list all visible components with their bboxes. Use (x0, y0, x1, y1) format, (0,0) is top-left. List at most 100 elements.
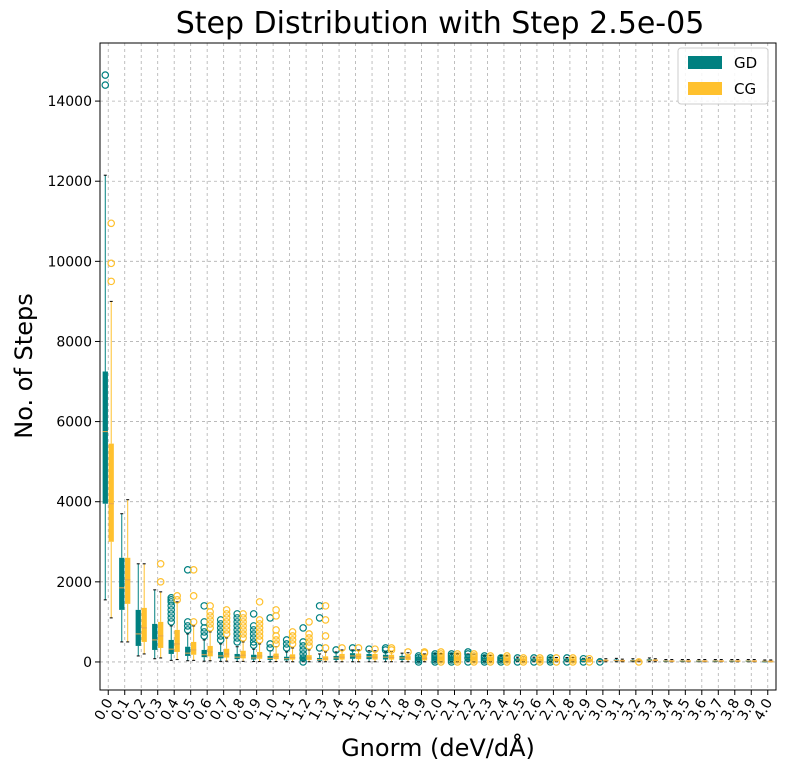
box-cg-1.4 (338, 644, 346, 663)
box-cg-1.6 (371, 645, 379, 663)
outlier-point (255, 624, 264, 632)
outlier-point (503, 652, 511, 660)
box-cg-3.8 (735, 659, 741, 663)
box-cg-0.1 (125, 499, 131, 643)
box-gd-0.8 (233, 610, 241, 663)
outlier-point (299, 650, 307, 658)
box-gd-3.4 (663, 659, 669, 663)
box-cg-2.4 (503, 652, 511, 666)
outlier-point (299, 624, 307, 632)
outlier-point (167, 606, 176, 614)
outlier-point (222, 606, 231, 614)
box-gd-1.9 (414, 652, 423, 666)
box-cg-2.3 (486, 652, 495, 666)
x-tick-label: 4.0 (751, 696, 776, 723)
outlier-point (239, 626, 247, 634)
outlier-point (216, 636, 225, 644)
box-gd-2.3 (480, 652, 489, 666)
outlier-point (239, 622, 247, 630)
box-cg-1.5 (354, 644, 363, 663)
box-cg-3.6 (702, 659, 708, 663)
box-gd-0.3 (152, 589, 158, 660)
outlier-point (239, 618, 247, 626)
box-cg-3.9 (751, 659, 757, 663)
outlier-point (453, 650, 462, 658)
box-cg-0.8 (239, 610, 247, 662)
outlier-point (470, 650, 478, 658)
box-gd-1.3 (315, 602, 324, 663)
outlier-point (183, 622, 192, 630)
box-gd-1.8 (399, 652, 405, 663)
outlier-point (167, 610, 176, 618)
box-iqr (141, 607, 147, 642)
box-gd-0.5 (183, 566, 192, 662)
box-gd-3.6 (696, 659, 702, 663)
outlier-point (255, 636, 264, 644)
box-iqr (256, 651, 263, 659)
box-iqr (135, 609, 141, 646)
box-iqr (152, 623, 158, 650)
box-gd-3.5 (679, 659, 685, 663)
box-cg-0.2 (141, 563, 147, 655)
outlier-point (255, 598, 264, 606)
box-gd-1.0 (266, 614, 274, 663)
outlier-point (305, 634, 313, 642)
outlier-point (249, 610, 258, 618)
box-gd-4.0 (762, 659, 768, 663)
outlier-point (299, 654, 307, 662)
outlier-point (596, 658, 604, 666)
box-cg-0.0 (107, 219, 116, 619)
box-cg-3.0 (603, 658, 609, 663)
legend-swatch-gd (688, 56, 722, 69)
box-cg-1.3 (321, 602, 330, 663)
box-iqr (218, 651, 224, 659)
box-cg-1.9 (420, 648, 429, 663)
box-gd-0.1 (119, 513, 125, 643)
outlier-point (519, 654, 528, 662)
box-cg-3.2 (635, 658, 643, 666)
box-cg-1.0 (272, 606, 280, 663)
outlier-point (233, 638, 241, 646)
box-cg-0.4 (173, 592, 181, 661)
y-tick-label: 2000 (56, 575, 92, 591)
outlier-point (338, 644, 346, 652)
box-iqr (102, 371, 108, 504)
box-iqr (223, 648, 230, 658)
y-tick-label: 8000 (56, 334, 92, 350)
outlier-point (272, 626, 280, 634)
outlier-point (266, 644, 274, 652)
outlier-point (437, 648, 445, 656)
legend-label-gd: GD (734, 54, 757, 72)
outlier-point (239, 614, 247, 622)
outlier-point (206, 620, 214, 628)
outlier-point (305, 630, 313, 638)
x-axis-label: Gnorm (deV/dÅ) (341, 733, 535, 762)
outlier-point (239, 610, 247, 618)
outlier-point (288, 628, 297, 636)
outlier-point (486, 652, 495, 660)
outlier-point (249, 641, 258, 649)
outlier-point (189, 592, 198, 600)
box-gd-3.0 (596, 658, 604, 666)
outlier-point (222, 630, 231, 638)
outlier-point (552, 654, 561, 662)
box-gd-3.2 (630, 658, 636, 663)
box-gd-0.0 (101, 71, 110, 601)
box-cg-3.7 (718, 659, 724, 663)
box-cg-2.7 (552, 654, 561, 666)
outlier-point (107, 219, 116, 228)
box-gd-2.9 (579, 654, 588, 666)
outlier-point (387, 644, 396, 652)
outlier-point (299, 646, 307, 654)
box-gd-0.4 (167, 594, 176, 661)
y-axis-label: No. of Steps (10, 293, 38, 438)
outlier-point (371, 645, 379, 653)
box-iqr (168, 639, 174, 654)
grid (100, 43, 776, 690)
outlier-point (107, 259, 116, 268)
box-cg-2.8 (569, 654, 577, 666)
box-gd-3.9 (745, 659, 751, 663)
box-cg-1.7 (387, 644, 396, 663)
outlier-point (167, 618, 176, 626)
